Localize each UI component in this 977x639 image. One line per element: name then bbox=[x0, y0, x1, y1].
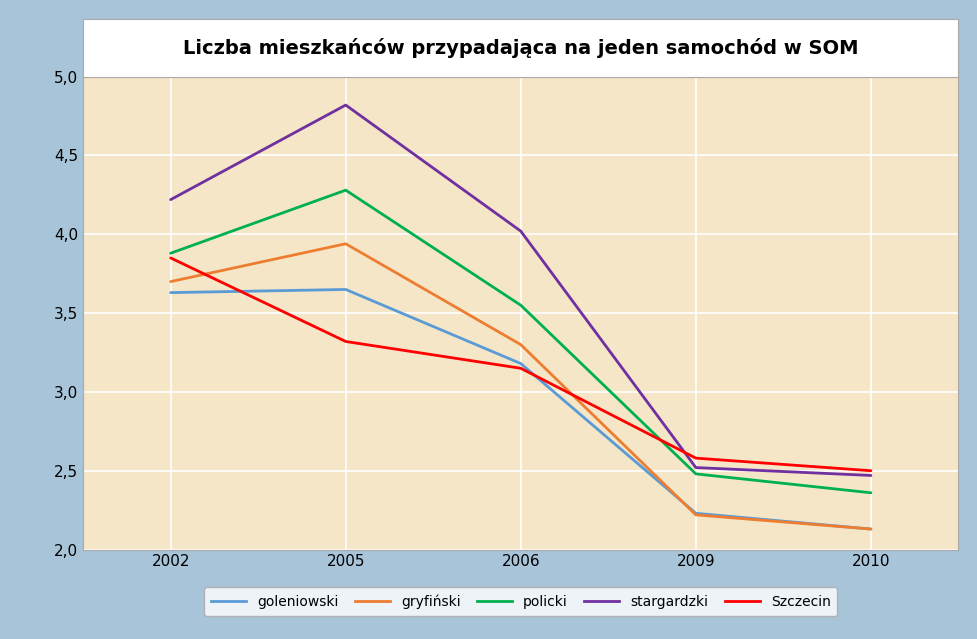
Legend: goleniowski, gryfiński, policki, stargardzki, Szczecin: goleniowski, gryfiński, policki, stargar… bbox=[204, 587, 836, 616]
Text: Liczba mieszkańców przypadająca na jeden samochód w SOM: Liczba mieszkańców przypadająca na jeden… bbox=[183, 38, 858, 58]
